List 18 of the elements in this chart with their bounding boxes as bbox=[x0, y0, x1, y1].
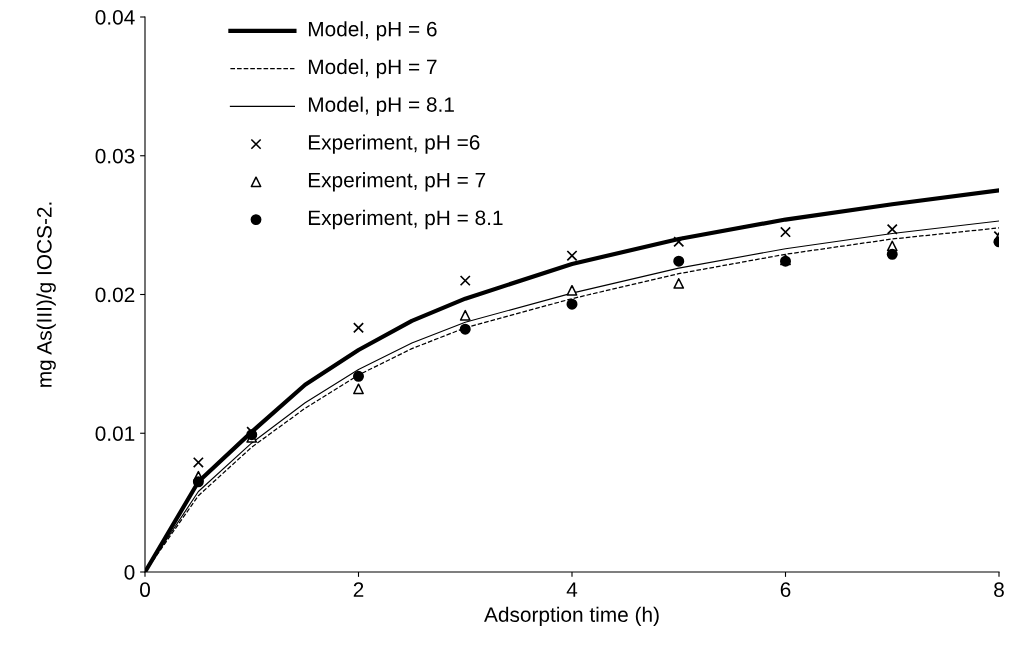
x-axis-title: Adsorption time (h) bbox=[484, 606, 659, 627]
x-tick-label: 6 bbox=[780, 582, 791, 598]
y-axis-title: mg As(III)/g IOCS-2. bbox=[36, 202, 56, 387]
y-tick-label: 0.01 bbox=[95, 426, 135, 441]
y-tick-label: 0.03 bbox=[95, 148, 135, 164]
legend-label: Model, pH = 8.1 bbox=[308, 96, 454, 117]
x-tick-label: 0 bbox=[140, 582, 150, 598]
x-tick-label: 2 bbox=[353, 582, 364, 597]
legend-label: Model, pH = 6 bbox=[308, 21, 437, 41]
x-tick-label: 4 bbox=[566, 582, 578, 597]
y-tick-label: 0.02 bbox=[95, 287, 135, 303]
legend-label: Model, pH = 7 bbox=[308, 58, 437, 79]
y-tick-label: 0.04 bbox=[95, 10, 135, 25]
legend-label: Experiment, pH = 7 bbox=[308, 172, 486, 192]
x-tick-label: 8 bbox=[994, 582, 1004, 598]
legend-label: Experiment, pH =6 bbox=[308, 134, 480, 154]
legend-label: Experiment, pH = 8.1 bbox=[308, 209, 503, 230]
y-tick-label: 0 bbox=[124, 565, 135, 580]
